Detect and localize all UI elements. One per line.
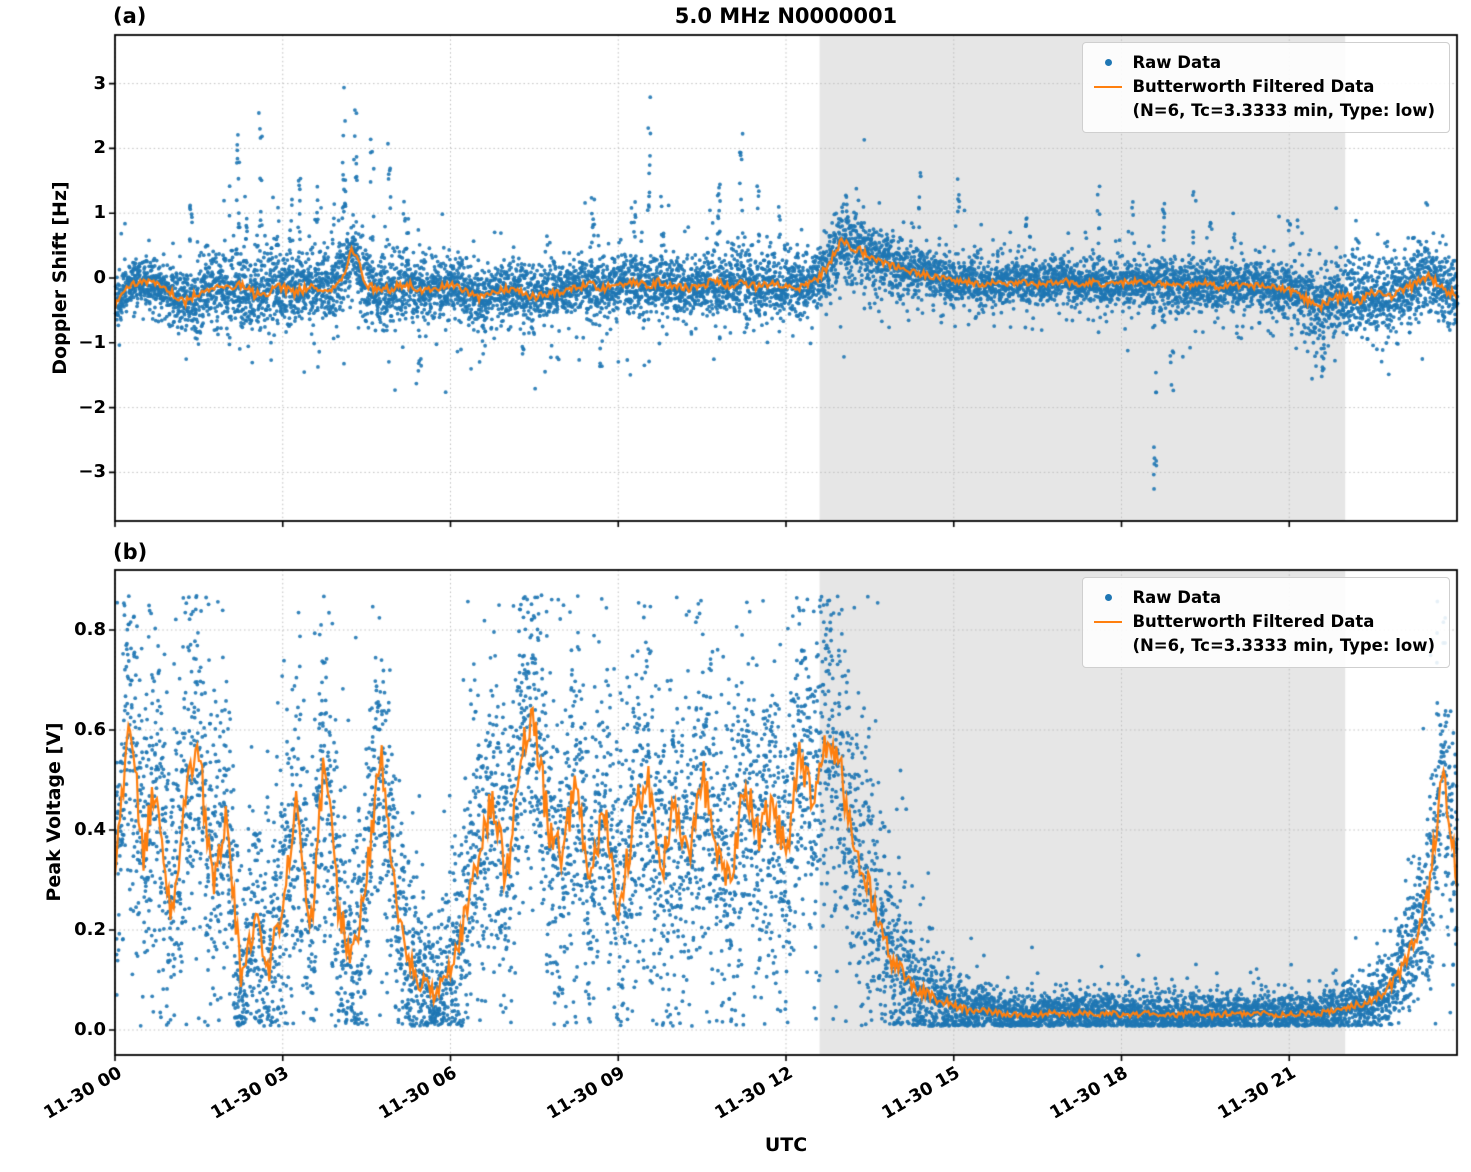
raw-dot-icon	[1104, 59, 1112, 67]
filtered-line-icon	[1094, 620, 1123, 623]
y-tick-label: 0.2	[74, 919, 106, 940]
legend-panel-a: Raw Data Butterworth Filtered Data (N=6,…	[1082, 42, 1450, 133]
raw-data-marker	[1093, 59, 1123, 67]
y-tick-label: 1	[93, 202, 106, 224]
legend-filtered-label: Butterworth Filtered Data	[1132, 611, 1375, 631]
legend-panel-b: Raw Data Butterworth Filtered Data (N=6,…	[1082, 577, 1450, 668]
legend-raw-item: Raw Data	[1093, 51, 1435, 75]
legend-raw-item: Raw Data	[1093, 586, 1435, 610]
y-tick-label: 0.8	[74, 619, 106, 640]
y-tick-label: −1	[78, 331, 106, 353]
legend-raw-label: Raw Data	[1132, 588, 1222, 607]
x-axis-label: UTC	[764, 1134, 808, 1156]
legend-filtered-params: (N=6, Tc=3.3333 min, Type: low)	[1132, 100, 1435, 120]
legend-filtered-item: Butterworth Filtered Data	[1093, 75, 1435, 99]
y-tick-label: 0.6	[74, 719, 106, 740]
raw-dot-icon	[1104, 594, 1112, 602]
y-tick-label: −2	[78, 396, 106, 418]
legend-filtered-item: Butterworth Filtered Data	[1093, 610, 1435, 634]
y-tick-label: 0.4	[74, 819, 106, 840]
y-tick-label: 0	[93, 267, 106, 288]
y-tick-label: 2	[93, 137, 106, 159]
chart-title: 5.0 MHz N0000001	[674, 4, 898, 28]
raw-data-marker	[1093, 594, 1123, 602]
filtered-line-marker	[1093, 620, 1123, 623]
y-tick-label: 0.0	[74, 1019, 106, 1040]
panel-b-label: (b)	[113, 540, 148, 564]
legend-filtered-params: (N=6, Tc=3.3333 min, Type: low)	[1132, 635, 1435, 655]
panel-a-label: (a)	[113, 4, 147, 28]
y-tick-label: −3	[78, 461, 106, 483]
filtered-line-icon	[1094, 85, 1123, 88]
y-axis-label-peak-voltage: Peak Voltage [V]	[43, 722, 65, 902]
legend-filtered-label: Butterworth Filtered Data	[1132, 76, 1375, 96]
legend-raw-label: Raw Data	[1132, 53, 1222, 72]
filtered-line-marker	[1093, 85, 1123, 88]
y-tick-label: 3	[93, 72, 106, 94]
